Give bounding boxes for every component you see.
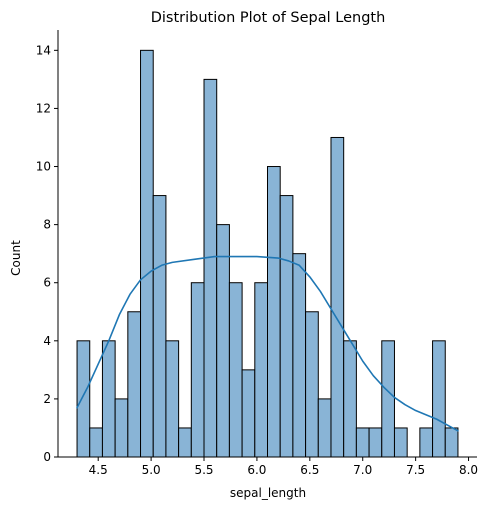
y-axis-label: Count [9, 240, 23, 276]
histogram-bar [228, 282, 243, 458]
histogram-bar [381, 340, 395, 458]
histogram-bar [305, 311, 319, 458]
histogram-bar [89, 427, 103, 458]
y-tick-label: 14 [36, 43, 51, 57]
histogram-bar [216, 224, 230, 458]
histogram-bar [444, 427, 459, 458]
histogram-bar [127, 311, 142, 458]
histogram-bar [317, 398, 332, 458]
bars-layer [76, 49, 459, 458]
x-tick-label: 6.0 [247, 463, 266, 477]
x-tick-label: 8.0 [459, 463, 478, 477]
histogram-bar [76, 340, 91, 458]
histogram-bar [178, 427, 192, 458]
histogram-bar [432, 340, 446, 458]
histogram-bar [165, 340, 180, 458]
histogram-bar [254, 282, 268, 458]
y-tick-label: 8 [43, 218, 51, 232]
y-tick-label: 0 [43, 450, 51, 464]
histogram-bar [267, 166, 281, 458]
histogram-bar [203, 78, 218, 458]
histogram-bar [330, 136, 345, 458]
histogram-bar [190, 282, 205, 458]
y-tick-label: 6 [43, 276, 51, 290]
x-tick-label: 7.0 [353, 463, 372, 477]
histogram-bar [343, 340, 357, 458]
histogram-bar [292, 253, 307, 458]
histogram-bar [419, 427, 434, 458]
histogram-bar [140, 49, 154, 458]
x-tick-label: 4.5 [89, 463, 108, 477]
kde-layer [76, 255, 459, 432]
x-tick-label: 5.0 [142, 463, 161, 477]
x-axis-label: sepal_length [230, 486, 306, 500]
x-tick-label: 6.5 [300, 463, 319, 477]
histogram-bar [101, 340, 116, 458]
kde-curve [76, 255, 459, 432]
y-tick-label: 4 [43, 334, 51, 348]
axes-layer: 4.5 5.0 5.5 6.0 6.5 7.0 7.5 8.0 0 2 4 6 8 10 12 14 [36, 30, 478, 477]
histogram-bar [393, 427, 408, 458]
y-tick-label: 2 [43, 392, 51, 406]
histogram-bar [279, 195, 294, 458]
histogram-bar [368, 427, 383, 458]
histogram-bar [241, 369, 256, 458]
histogram-bar [114, 398, 129, 458]
histogram-bar [355, 427, 370, 458]
chart-title: Distribution Plot of Sepal Length [151, 10, 386, 26]
x-tick-label: 7.5 [406, 463, 425, 477]
x-tick-label: 5.5 [194, 463, 213, 477]
histogram-bar [152, 195, 167, 458]
y-tick-label: 10 [36, 160, 51, 174]
y-tick-label: 12 [36, 101, 51, 115]
